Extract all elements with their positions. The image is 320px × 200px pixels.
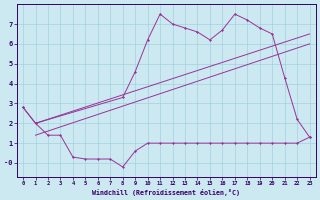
X-axis label: Windchill (Refroidissement éolien,°C): Windchill (Refroidissement éolien,°C): [92, 189, 240, 196]
